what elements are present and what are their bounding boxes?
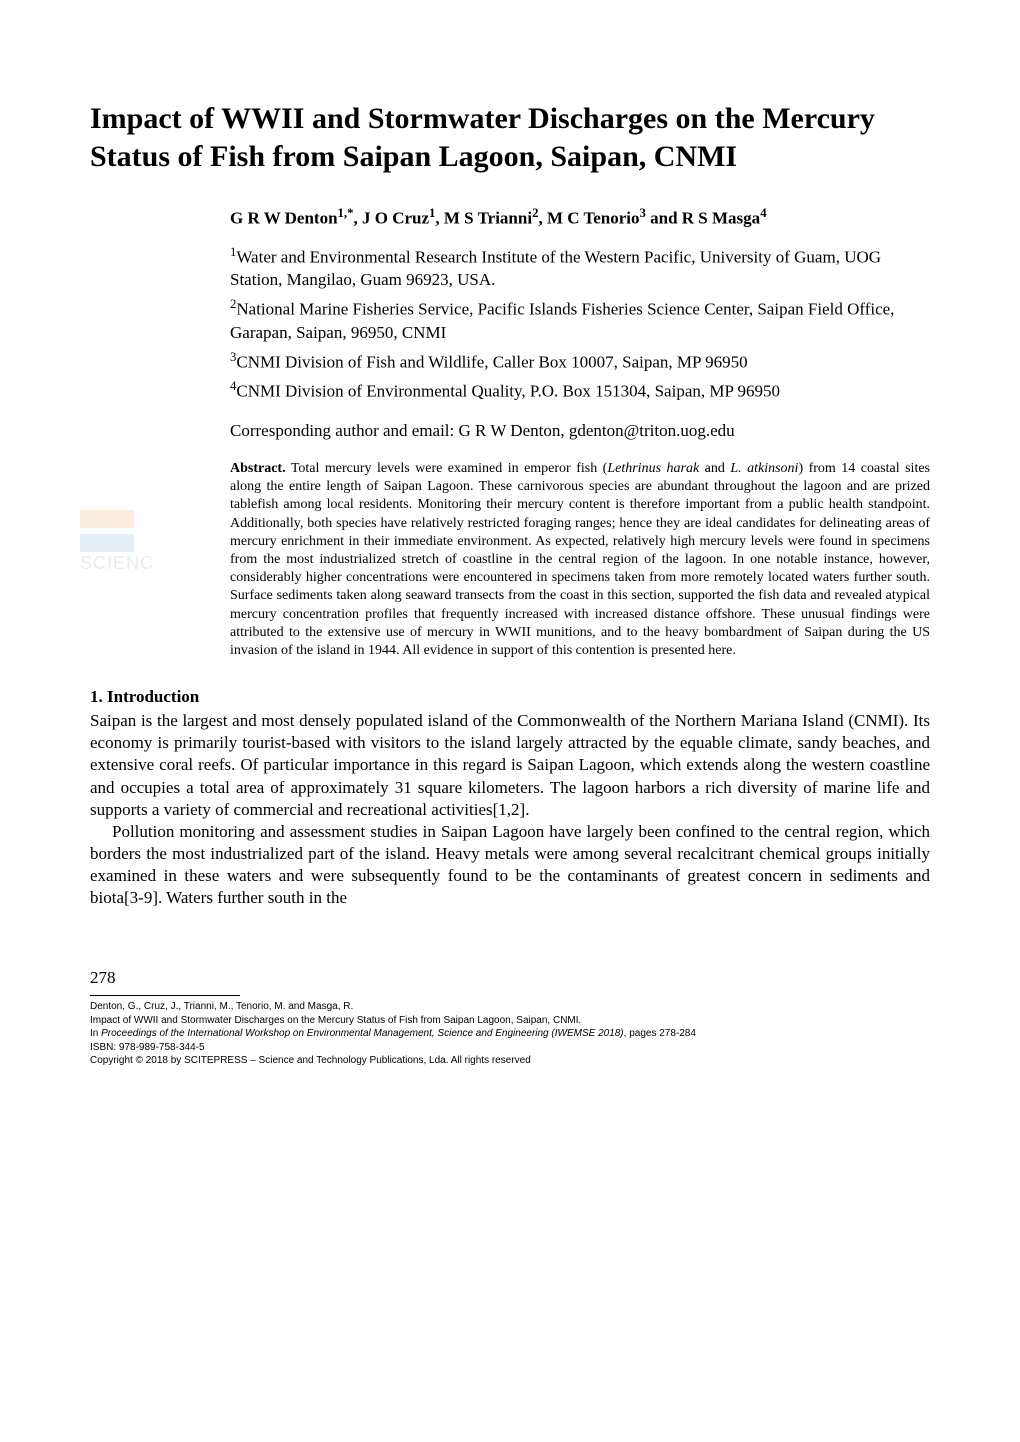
title-line2: Status of Fish from Saipan Lagoon, Saipa… [90,140,737,173]
intro-paragraph-1: Saipan is the largest and most densely p… [90,710,930,820]
affiliation-3: 3CNMI Division of Fish and Wildlife, Cal… [230,349,930,375]
footer-citation-title: Impact of WWII and Stormwater Discharges… [90,1014,930,1028]
title-line1: Impact of WWII and Stormwater Discharges… [90,102,875,135]
watermark-bar-orange [80,510,134,528]
affiliations-block: 1Water and Environmental Research Instit… [90,244,930,404]
authors-line: G R W Denton1,*, J O Cruz1, M S Trianni2… [230,205,930,230]
footer-rule [90,995,240,996]
footer-proceedings: In Proceedings of the International Work… [90,1027,930,1041]
footer-copyright: Copyright © 2018 by SCITEPRESS – Science… [90,1054,930,1068]
abstract-species-1: Lethrinus harak [607,461,699,476]
affiliation-1: 1Water and Environmental Research Instit… [230,244,930,293]
abstract-block: SCIENC Abstract. Total mercury levels we… [230,460,930,660]
watermark-logo: SCIENC [80,510,154,575]
affiliation-4: 4CNMI Division of Environmental Quality,… [230,378,930,404]
intro-paragraph-2: Pollution monitoring and assessment stud… [90,821,930,909]
proceedings-italic: Proceedings of the International Worksho… [101,1028,624,1039]
footer-block: 278 Denton, G., Cruz, J., Trianni, M., T… [90,967,930,1068]
section-1-heading: 1. Introduction [90,686,930,708]
corresponding-author: Corresponding author and email: G R W De… [230,420,930,442]
affiliation-2: 2National Marine Fisheries Service, Paci… [230,296,930,345]
footer-isbn: ISBN: 978-989-758-344-5 [90,1041,930,1055]
proceedings-prefix: In [90,1028,101,1039]
abstract-text-1: Total mercury levels were examined in em… [286,461,608,476]
paper-title: Impact of WWII and Stormwater Discharges… [90,100,930,175]
footer-citation-authors: Denton, G., Cruz, J., Trianni, M., Tenor… [90,1000,930,1014]
abstract-species-2: L. atkinsoni [730,461,798,476]
watermark-bar-blue [80,534,134,552]
proceedings-suffix: , pages 278-284 [624,1028,696,1039]
page-number: 278 [90,967,930,989]
abstract-text-2: and [699,461,730,476]
abstract-text-3: ) from 14 coastal sites along the entire… [230,461,930,658]
watermark-text: SCIENC [80,552,154,575]
abstract-label: Abstract. [230,461,286,476]
